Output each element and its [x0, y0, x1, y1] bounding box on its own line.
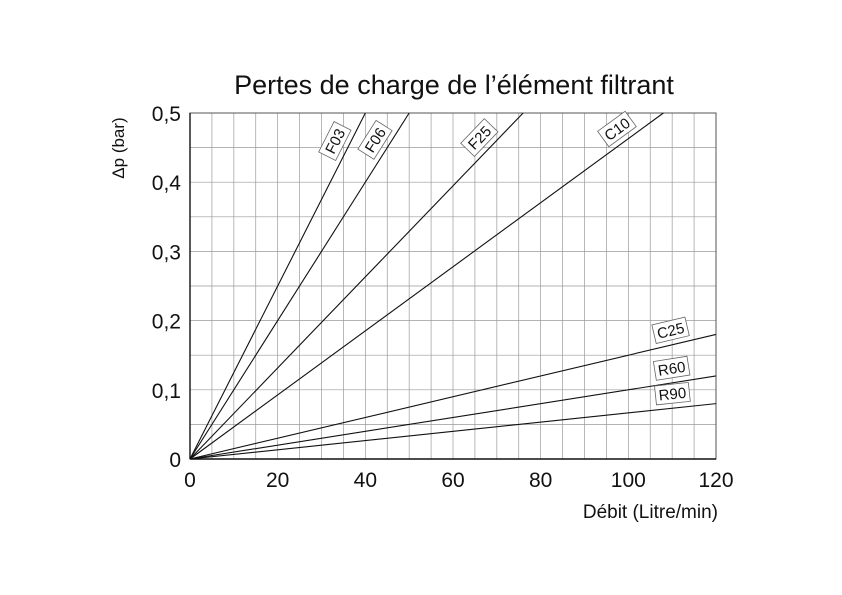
series-line-c10 [189, 112, 664, 460]
series-tag-r90: R90 [654, 381, 691, 406]
x-tick-label: 80 [529, 469, 552, 492]
x-axis-label: Débit (Litre/min) [583, 502, 718, 523]
series-line-f25 [189, 112, 524, 460]
y-tick-label: 0,2 [152, 311, 181, 334]
y-tick-label: 0,4 [152, 172, 182, 195]
series-tag-f25: F25 [460, 118, 499, 157]
series-tag-r60: R60 [652, 355, 691, 381]
y-tick-label: 0,3 [152, 241, 181, 264]
series-tag-label: C25 [655, 320, 686, 343]
chart-title: Pertes de charge de l’élément filtrant [234, 70, 674, 100]
x-tick-label: 120 [698, 469, 733, 492]
series-tag-label: R60 [657, 359, 687, 380]
axes [189, 112, 717, 460]
grid [189, 112, 717, 460]
series-line-f06 [189, 112, 410, 460]
series-tag-c25: C25 [651, 316, 690, 344]
y-tick-label: 0 [169, 449, 181, 472]
series-line-c25 [189, 333, 717, 460]
series-lines [189, 112, 717, 460]
x-tick-label: 100 [611, 469, 646, 492]
x-tick-label: 40 [354, 469, 377, 492]
y-tick-label: 0,5 [152, 103, 181, 126]
x-tick-label: 20 [266, 469, 289, 492]
series-line-r60 [189, 375, 717, 460]
tick-labels: 0 20 40 60 80 100 120 0 0,1 0,2 0,3 0,4 0,5 [152, 103, 734, 492]
series-tag-label: R90 [658, 385, 687, 405]
series-line-r90 [189, 403, 717, 460]
x-tick-label: 0 [184, 469, 196, 492]
series-tag-c10: C10 [597, 110, 637, 148]
y-axis-label: Δp (bar) [109, 117, 128, 178]
y-tick-label: 0,1 [152, 380, 181, 403]
series-tag-f03: F03 [318, 121, 352, 162]
x-tick-label: 60 [441, 469, 464, 492]
series-line-f03 [189, 112, 366, 460]
